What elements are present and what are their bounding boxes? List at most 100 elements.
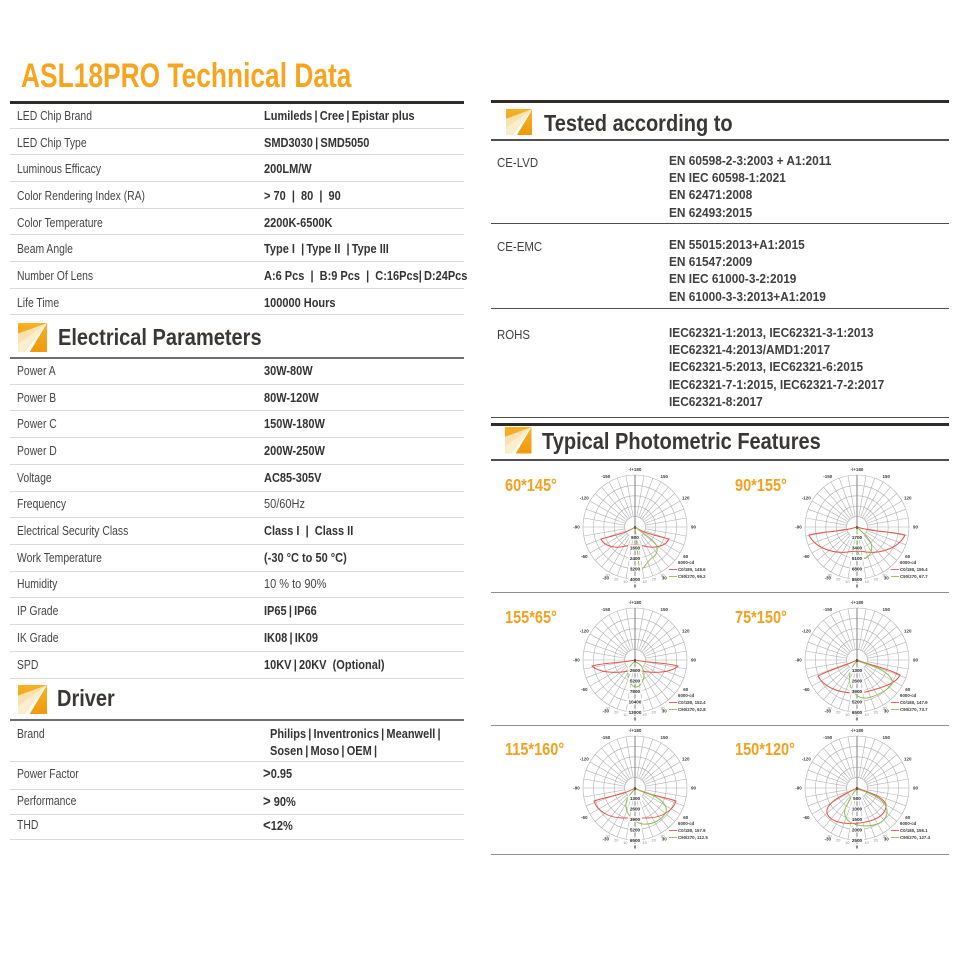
- svg-text:20: 20: [652, 839, 656, 843]
- svg-text:5100: 5100: [852, 556, 863, 561]
- svg-text:5200: 5200: [852, 699, 863, 704]
- svg-text:20: 20: [614, 839, 618, 843]
- svg-text:20: 20: [614, 711, 618, 715]
- svg-text:20: 20: [874, 839, 878, 843]
- svg-text:-/+180: -/+180: [851, 467, 864, 472]
- svg-text:C90/270, 112.5: C90/270, 112.5: [678, 835, 708, 840]
- svg-text:-60: -60: [803, 687, 810, 692]
- svg-text:C90/270, 73.7: C90/270, 73.7: [900, 707, 928, 712]
- svg-text:90: 90: [913, 525, 919, 530]
- svg-text:0: 0: [856, 584, 859, 589]
- svg-text:90: 90: [691, 786, 697, 791]
- svg-text:30: 30: [827, 707, 831, 711]
- svg-text:30: 30: [605, 574, 609, 578]
- svg-text:-90: -90: [795, 525, 802, 530]
- svg-text:10: 10: [642, 713, 646, 717]
- svg-text:3400: 3400: [852, 546, 863, 551]
- svg-text:60: 60: [683, 554, 689, 559]
- svg-text:-120: -120: [802, 756, 812, 761]
- svg-text:-30: -30: [825, 708, 832, 713]
- svg-text:30: 30: [827, 574, 831, 578]
- svg-text:-150: -150: [601, 735, 611, 740]
- svg-text:30: 30: [660, 835, 664, 839]
- svg-text:1000: 1000: [852, 807, 863, 812]
- svg-text:30: 30: [882, 835, 886, 839]
- svg-text:30: 30: [884, 708, 890, 713]
- svg-text:C0/180, 157.9: C0/180, 157.9: [678, 828, 706, 833]
- svg-text:C90/270, 99.2: C90/270, 99.2: [678, 574, 706, 579]
- svg-text:0: 0: [856, 845, 859, 850]
- svg-text:2600: 2600: [630, 807, 641, 812]
- svg-text:0: 0: [634, 584, 637, 589]
- svg-text:20: 20: [836, 578, 840, 582]
- svg-text:60: 60: [905, 815, 911, 820]
- svg-text:-30: -30: [603, 708, 610, 713]
- svg-text:-90: -90: [573, 525, 580, 530]
- svg-text:3900: 3900: [852, 689, 863, 694]
- svg-text:-30: -30: [825, 836, 832, 841]
- svg-text:20: 20: [836, 839, 840, 843]
- svg-text:20: 20: [614, 578, 618, 582]
- svg-text:0: 0: [856, 786, 859, 791]
- svg-text:6500: 6500: [630, 838, 641, 843]
- svg-text:30: 30: [882, 574, 886, 578]
- svg-text:2500: 2500: [852, 838, 863, 843]
- svg-text:-60: -60: [803, 554, 810, 559]
- svg-text:-90: -90: [795, 658, 802, 663]
- svg-text:150: 150: [882, 735, 890, 740]
- svg-text:20: 20: [874, 578, 878, 582]
- svg-text:-120: -120: [802, 628, 812, 633]
- svg-text:2000: 2000: [852, 827, 863, 832]
- svg-text:150: 150: [660, 474, 668, 479]
- svg-text:1300: 1300: [852, 668, 863, 673]
- svg-text:-60: -60: [803, 815, 810, 820]
- svg-text:C0/180, 147.9: C0/180, 147.9: [900, 700, 928, 705]
- svg-text:C90/270, 62.8: C90/270, 62.8: [678, 707, 706, 712]
- svg-text:6800: 6800: [852, 566, 863, 571]
- svg-text:1700: 1700: [852, 535, 863, 540]
- svg-text:60: 60: [683, 687, 689, 692]
- svg-text:0: 0: [634, 786, 637, 791]
- svg-text:8500: 8500: [852, 577, 863, 582]
- svg-text:-90: -90: [573, 786, 580, 791]
- svg-text:0: 0: [856, 658, 859, 663]
- svg-text:6000-cd: 6000-cd: [678, 560, 695, 565]
- svg-text:2600: 2600: [630, 668, 641, 673]
- svg-text:0: 0: [634, 658, 637, 663]
- svg-text:150: 150: [660, 607, 668, 612]
- svg-text:0: 0: [634, 525, 637, 530]
- svg-text:3900: 3900: [630, 817, 641, 822]
- svg-text:20: 20: [874, 711, 878, 715]
- svg-text:-120: -120: [580, 495, 590, 500]
- svg-text:C0/180, 148.6: C0/180, 148.6: [678, 567, 706, 572]
- svg-text:C0/180, 156.1: C0/180, 156.1: [900, 828, 928, 833]
- svg-text:10: 10: [864, 580, 868, 584]
- svg-text:10: 10: [864, 713, 868, 717]
- svg-text:6000-cd: 6000-cd: [900, 560, 917, 565]
- svg-text:10: 10: [864, 841, 868, 845]
- svg-text:-60: -60: [581, 687, 588, 692]
- svg-text:-150: -150: [601, 607, 611, 612]
- svg-text:120: 120: [904, 756, 912, 761]
- svg-text:2400: 2400: [630, 556, 641, 561]
- svg-text:30: 30: [662, 836, 668, 841]
- svg-text:-60: -60: [581, 554, 588, 559]
- svg-text:120: 120: [682, 628, 690, 633]
- svg-text:10: 10: [642, 841, 646, 845]
- svg-text:1600: 1600: [630, 546, 641, 551]
- svg-text:-150: -150: [601, 474, 611, 479]
- svg-text:10400: 10400: [629, 699, 642, 704]
- svg-text:0: 0: [856, 717, 859, 722]
- svg-text:0: 0: [634, 845, 637, 850]
- svg-text:120: 120: [904, 628, 912, 633]
- svg-text:10: 10: [845, 841, 849, 845]
- svg-text:-/+180: -/+180: [629, 467, 642, 472]
- svg-text:150: 150: [660, 735, 668, 740]
- svg-text:30: 30: [827, 835, 831, 839]
- svg-text:150: 150: [882, 474, 890, 479]
- svg-text:-30: -30: [603, 575, 610, 580]
- svg-text:4000: 4000: [630, 577, 641, 582]
- svg-text:10: 10: [623, 580, 627, 584]
- svg-text:6000-cd: 6000-cd: [678, 821, 695, 826]
- svg-text:0: 0: [856, 525, 859, 530]
